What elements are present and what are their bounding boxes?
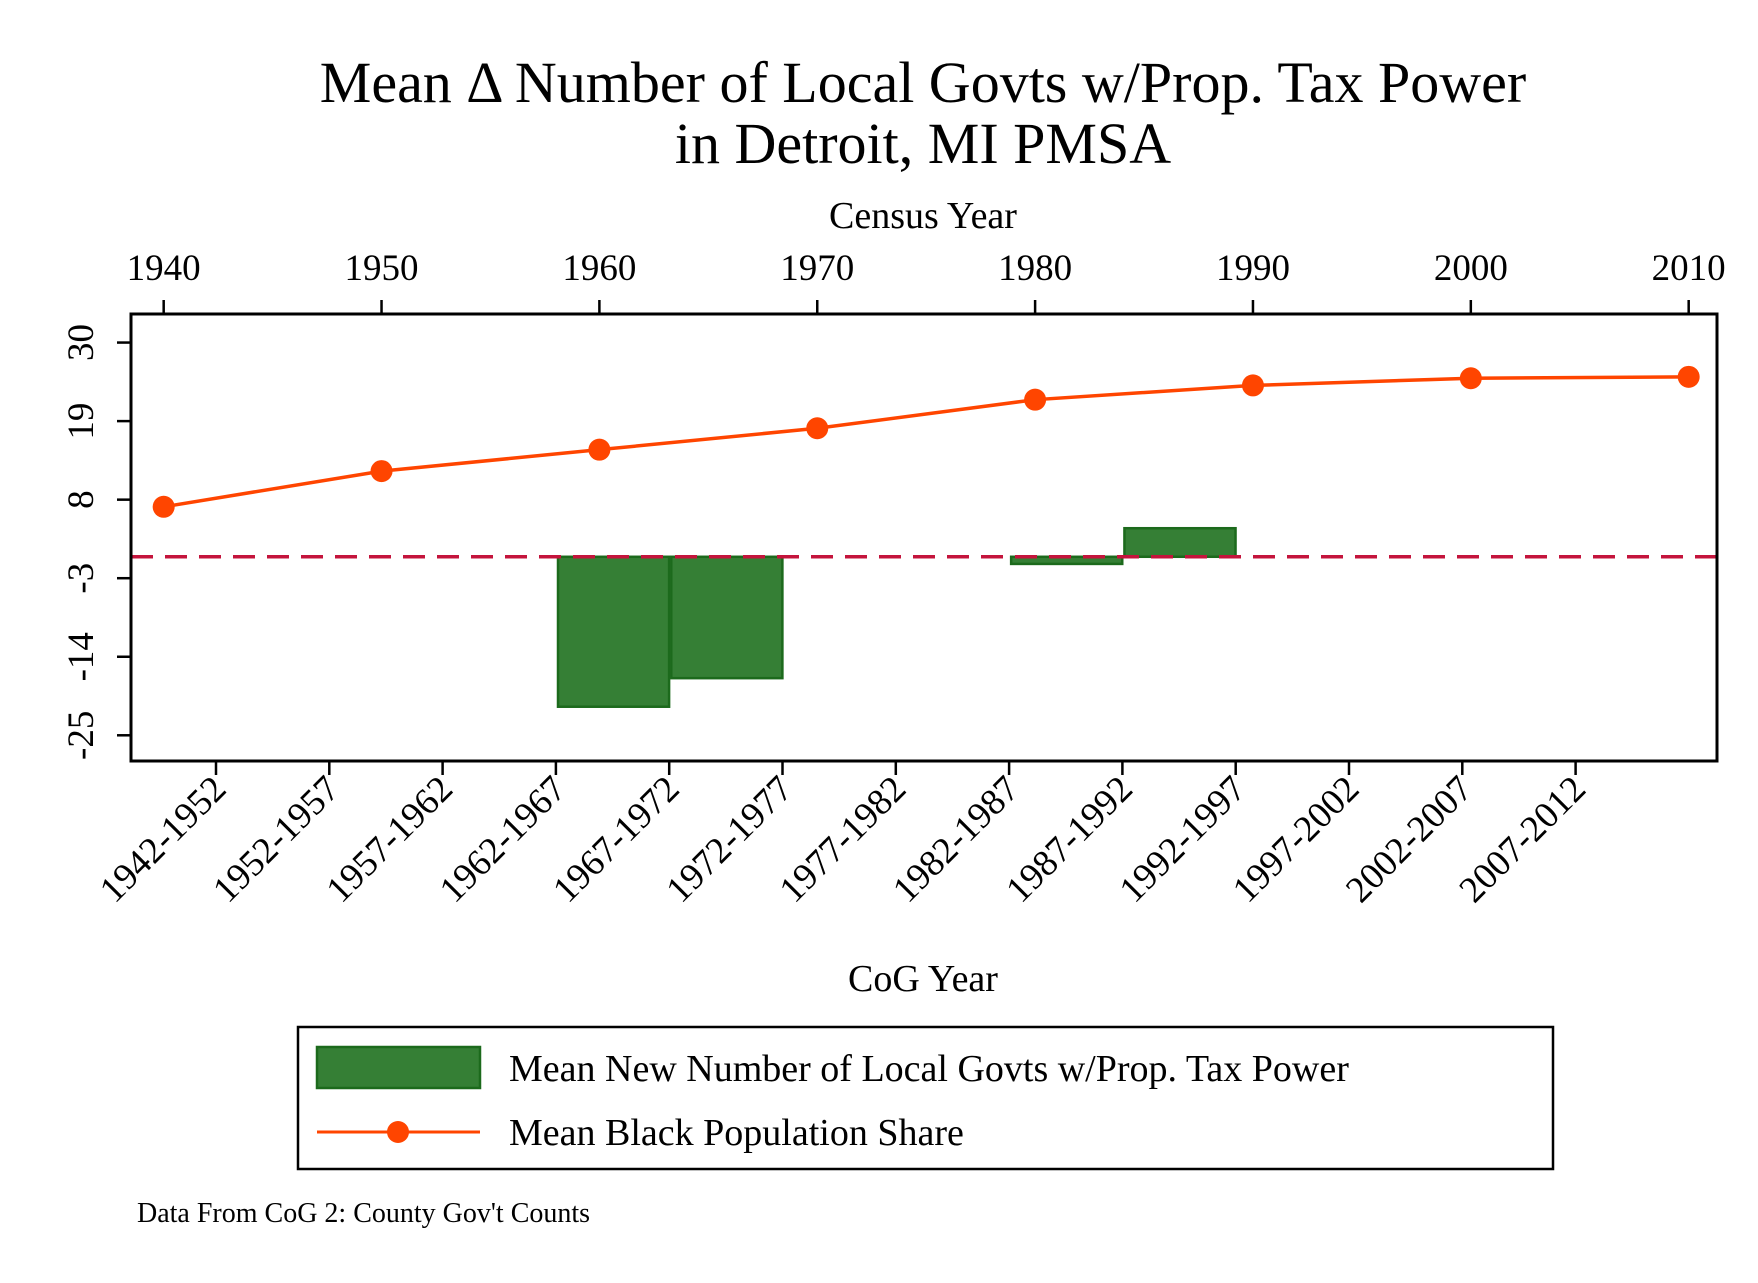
data-point	[370, 460, 393, 483]
bar	[670, 555, 784, 680]
top-tick-label: 2000	[1434, 248, 1508, 289]
y-tick-label: -25	[61, 711, 102, 760]
bar-series	[556, 526, 1237, 708]
data-point	[1024, 388, 1047, 411]
y-axis-ticks: 30 19 8 -3 -14 -25	[61, 324, 131, 760]
legend-frame	[296, 1025, 1555, 1171]
top-tick-label: 1960	[562, 248, 636, 289]
y-tick-label: -14	[61, 632, 102, 681]
top-axis-ticks: 1940 1950 1960 1970 1980 1990 2000 2010	[127, 248, 1726, 314]
top-tick-label: 1950	[345, 248, 419, 289]
data-point	[1459, 367, 1482, 390]
y-tick-label: -3	[61, 563, 102, 594]
chart-title: Mean Δ Number of Local Govts w/Prop. Tax…	[320, 50, 1526, 115]
source-note: Data From CoG 2: County Gov't Counts	[137, 1198, 590, 1229]
y-tick-label: 19	[61, 403, 102, 440]
bottom-axis-title: CoG Year	[848, 958, 998, 1000]
data-point	[588, 438, 611, 461]
top-tick-label: 1970	[780, 248, 854, 289]
top-tick-label: 2010	[1652, 248, 1726, 289]
legend-bar-swatch	[315, 1045, 482, 1090]
legend-label-line: Mean Black Population Share	[509, 1112, 964, 1154]
top-tick-label: 1980	[998, 248, 1072, 289]
line-series	[152, 365, 1700, 518]
top-axis-title: Census Year	[829, 195, 1017, 237]
top-tick-label: 1940	[127, 248, 201, 289]
data-point	[152, 495, 175, 518]
y-tick-label: 8	[61, 490, 102, 509]
y-tick-label: 30	[61, 324, 102, 361]
plot-frame	[129, 312, 1719, 763]
series-line	[163, 375, 1689, 509]
legend-marker-swatch	[387, 1121, 409, 1143]
legend-label-bars: Mean New Number of Local Govts w/Prop. T…	[509, 1048, 1349, 1090]
bottom-axis-ticks: 1942-19521952-19571957-19621962-19671967…	[92, 761, 1594, 911]
legend: Mean New Number of Local Govts w/Prop. T…	[296, 1025, 1555, 1171]
bar	[556, 555, 671, 708]
chart-subtitle: in Detroit, MI PMSA	[675, 111, 1171, 176]
data-point	[1677, 365, 1700, 388]
top-tick-label: 1990	[1216, 248, 1290, 289]
bar	[1123, 526, 1237, 559]
data-point	[806, 417, 829, 440]
data-point	[1241, 374, 1264, 397]
